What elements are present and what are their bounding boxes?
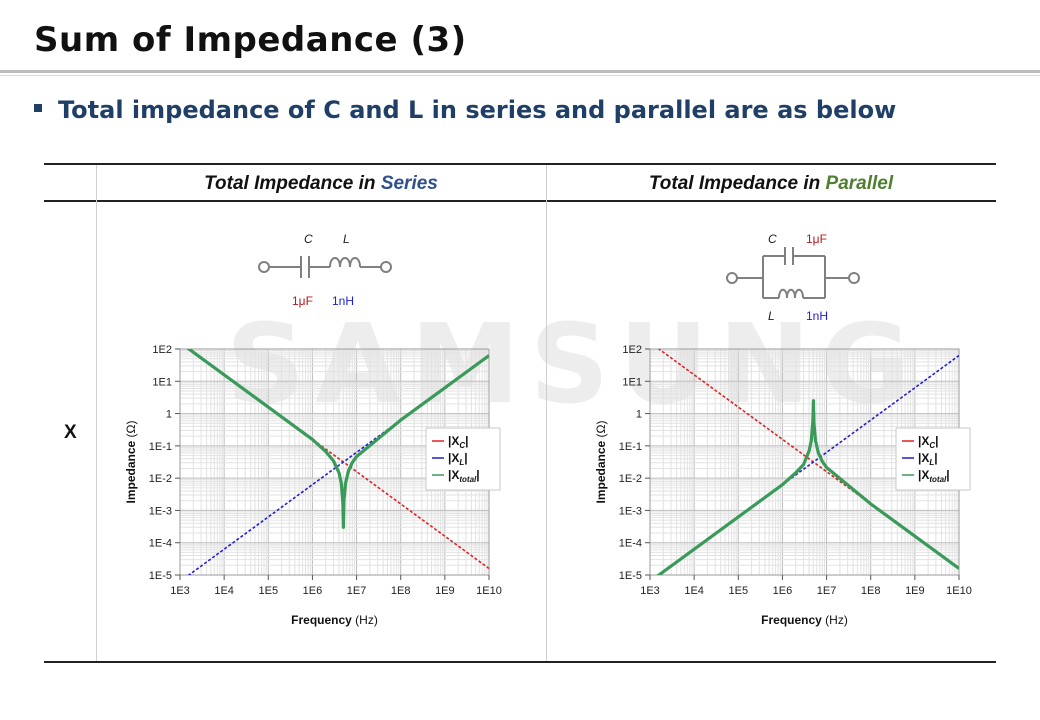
y-tick-label: 1E-5 (619, 570, 642, 582)
parallel-column-header: Total Impedance in Parallel (546, 173, 996, 195)
series-line-xl (657, 354, 959, 575)
y-tick-label: 1E-2 (149, 473, 172, 485)
series-circuit-diagram: C L 1μF 1nH (258, 232, 392, 308)
x-tick-label: 1E9 (905, 585, 925, 597)
legend-label: |XL| (918, 451, 938, 467)
bullet-text: Total impedance of C and L in series and… (58, 96, 897, 124)
parallel-wire (726, 247, 860, 299)
series-line-xc (657, 349, 959, 570)
row-label-x: X (64, 422, 77, 443)
y-tick-label: 1 (636, 409, 642, 421)
x-tick-label: 1E9 (435, 585, 455, 597)
y-tick-label: 1E-1 (619, 441, 642, 453)
parallel-c-value: 1μF (806, 232, 827, 246)
table-header-border (44, 200, 996, 202)
series-header-prefix: Total Impedance in (204, 173, 381, 194)
legend-box (425, 427, 501, 491)
x-tick-label: 1E6 (303, 585, 323, 597)
series-column-header: Total Impedance in Series (96, 173, 546, 195)
legend: |XC||XL||Xtotal| (425, 427, 501, 491)
y-tick-label: 1E-2 (619, 473, 642, 485)
table-bottom-border (44, 661, 996, 663)
series-line-xtotal (186, 349, 489, 529)
table-column-divider-2 (546, 165, 547, 661)
y-tick-label: 1E-5 (149, 570, 172, 582)
legend-label: |XC| (448, 434, 469, 450)
x-tick-label: 1E5 (728, 585, 748, 597)
x-axis-label: Frequency (Hz) (761, 613, 848, 627)
y-tick-label: 1E-4 (619, 538, 642, 550)
title-divider-thin (0, 75, 1040, 76)
parallel-l-value: 1nH (806, 309, 828, 323)
x-tick-label: 1E10 (476, 585, 502, 597)
x-tick-label: 1E5 (258, 585, 278, 597)
x-tick-label: 1E3 (640, 585, 660, 597)
bullet-square-icon (34, 104, 42, 112)
watermark-logo: SAMSUNG (226, 300, 921, 428)
y-tick-label: 1 (166, 409, 172, 421)
parallel-circuit-diagram: C 1μF L 1nH (726, 232, 860, 323)
parallel-c-label: C (768, 232, 777, 246)
bullet-point: Total impedance of C and L in series and… (34, 96, 896, 124)
series-c-value: 1μF (292, 294, 313, 308)
y-tick-label: 1E-1 (149, 441, 172, 453)
y-tick-label: 1E2 (622, 344, 642, 356)
title-divider (0, 70, 1040, 73)
parallel-impedance-chart: 1E3 1E4 1E5 1E6 1E7 1E8 1E9 1E10 1E2 1E1 1 1E-1 1E-2… (594, 344, 972, 627)
x-tick-label: 1E8 (861, 585, 881, 597)
x-tick-label: 1E7 (817, 585, 837, 597)
x-tick-label: 1E7 (347, 585, 367, 597)
x-tick-label: 1E4 (214, 585, 234, 597)
y-tick-label: 1E-3 (149, 505, 172, 517)
x-tick-label: 1E6 (773, 585, 793, 597)
y-tick-label: 1E1 (622, 376, 642, 388)
series-l-value: 1nH (332, 294, 354, 308)
legend-box (895, 427, 971, 491)
y-axis-label: Impedance (Ω) (594, 421, 608, 504)
page-title: Sum of Impedance (3) (34, 20, 467, 60)
series-line-xc (187, 349, 489, 570)
x-axis-label: Frequency (Hz) (291, 613, 378, 627)
legend-label: |Xtotal| (448, 468, 480, 484)
legend: |XC||XL||Xtotal| (895, 427, 971, 491)
series-impedance-chart: 1E3 1E4 1E5 1E6 1E7 1E8 1E9 1E10 1E2 1E1 1 1E-1 1E-2… (124, 344, 502, 627)
y-tick-label: 1E-3 (619, 505, 642, 517)
x-tick-label: 1E4 (684, 585, 704, 597)
parallel-header-prefix: Total Impedance in (648, 173, 826, 194)
series-header-word: Series (380, 173, 438, 194)
parallel-l-label: L (768, 309, 775, 323)
x-tick-label: 1E3 (170, 585, 190, 597)
series-c-label: C (304, 232, 313, 246)
series-line-xl (187, 354, 489, 575)
legend-label: |XL| (448, 451, 468, 467)
table-column-divider-1 (96, 165, 97, 661)
legend-label: |XC| (918, 434, 939, 450)
y-tick-label: 1E1 (152, 376, 172, 388)
parallel-header-word: Parallel (825, 173, 894, 194)
y-axis-label: Impedance (Ω) (124, 421, 138, 504)
x-tick-label: 1E8 (391, 585, 411, 597)
y-tick-label: 1E2 (152, 344, 172, 356)
y-tick-label: 1E-4 (149, 538, 172, 550)
grid (649, 349, 959, 576)
x-tick-label: 1E10 (946, 585, 972, 597)
series-l-label: L (343, 232, 350, 246)
table-top-border (44, 163, 996, 165)
legend-label: |Xtotal| (918, 468, 950, 484)
series-line-xtotal (656, 399, 959, 575)
series-wire (258, 256, 392, 278)
